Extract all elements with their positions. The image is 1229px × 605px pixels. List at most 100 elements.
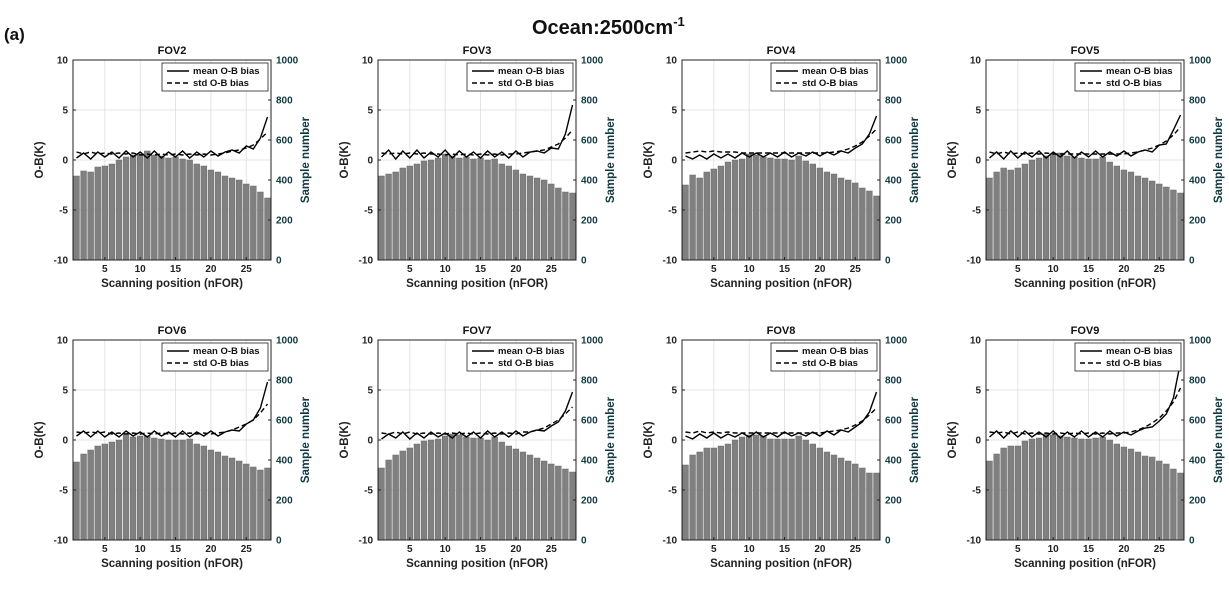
- bar-series: [378, 153, 576, 261]
- bar: [1064, 155, 1071, 261]
- legend-mean-label: mean O-B bias: [193, 66, 260, 77]
- bar: [1149, 180, 1156, 261]
- bar: [1028, 438, 1036, 541]
- bar: [1071, 437, 1078, 541]
- bar: [243, 183, 250, 261]
- bar: [413, 163, 421, 261]
- bar: [795, 155, 802, 261]
- bar: [80, 453, 87, 541]
- bar: [129, 436, 137, 541]
- x-axis-label: Scanning position (nFOR): [101, 558, 243, 570]
- bar: [179, 439, 186, 541]
- panel-title: FOV8: [767, 325, 796, 337]
- y-axis-label: O-B(K): [947, 421, 959, 458]
- bar: [406, 447, 413, 541]
- bar: [1021, 163, 1029, 261]
- bar: [1113, 443, 1120, 541]
- legend-mean-label: mean O-B bias: [802, 346, 869, 357]
- bar: [108, 441, 116, 541]
- y2-tick-label: 400: [1189, 176, 1206, 187]
- panel-title: FOV9: [1071, 325, 1100, 337]
- bar: [442, 435, 449, 541]
- bar: [264, 467, 271, 541]
- y-tick-label: 5: [62, 106, 68, 117]
- y2-tick-label: 600: [581, 136, 598, 147]
- bar: [172, 439, 179, 541]
- x-tick-label: 10: [440, 544, 452, 555]
- x-axis-label: Scanning position (nFOR): [710, 558, 852, 570]
- bar: [73, 461, 80, 541]
- bar: [463, 436, 470, 541]
- bar: [250, 185, 257, 261]
- legend-box: [466, 342, 574, 372]
- bar: [186, 438, 193, 541]
- x-tick-label: 15: [1083, 264, 1095, 275]
- bar: [137, 153, 144, 261]
- legend-std-label: std O-B bias: [802, 78, 858, 89]
- bar: [562, 468, 569, 541]
- y2-tick-label: 1000: [276, 56, 299, 67]
- y2-tick-label: 1000: [1189, 56, 1212, 67]
- legend-mean-label: mean O-B bias: [1106, 66, 1173, 77]
- bar: [1071, 156, 1078, 261]
- mean-line: [989, 361, 1182, 439]
- bar-series: [986, 433, 1184, 541]
- y-tick-label: 10: [970, 336, 982, 347]
- x-tick-label: 5: [1015, 544, 1021, 555]
- bar: [569, 471, 576, 541]
- bar: [774, 158, 781, 261]
- bar: [1177, 192, 1184, 261]
- bar: [710, 447, 717, 541]
- y-tick-label: 0: [367, 156, 373, 167]
- y2-tick-label: 200: [276, 496, 293, 507]
- y2-tick-label: 0: [581, 256, 587, 267]
- legend-std-label: std O-B bias: [193, 78, 249, 89]
- bar: [788, 159, 795, 261]
- bar: [144, 435, 151, 541]
- mean-line: [76, 116, 269, 160]
- bar: [385, 173, 392, 261]
- bar: [228, 457, 236, 541]
- bar: [1120, 446, 1128, 541]
- legend-std-label: std O-B bias: [1106, 358, 1162, 369]
- bar: [1057, 152, 1064, 261]
- bar: [533, 457, 541, 541]
- bar: [115, 439, 123, 541]
- y2-tick-label: 600: [885, 136, 902, 147]
- bar: [696, 177, 703, 261]
- y2-axis-label: Sample number: [909, 116, 921, 203]
- bar: [746, 153, 753, 261]
- bar: [767, 438, 774, 541]
- bar: [986, 460, 993, 541]
- legend-std-label: std O-B bias: [1106, 78, 1162, 89]
- x-tick-label: 25: [850, 264, 862, 275]
- bar: [1021, 440, 1029, 541]
- bar: [1141, 455, 1149, 541]
- x-tick-label: 10: [744, 544, 756, 555]
- legend-mean-label: mean O-B bias: [802, 66, 869, 77]
- chart-panel: 5 10 15 20 25 -10 -5 0 5 10 0 200 400 600 800 1000 FOV5 S…: [947, 45, 1225, 290]
- bar: [788, 438, 795, 541]
- legend-box: [161, 62, 269, 92]
- std-line: [76, 403, 269, 435]
- bar: [484, 159, 491, 261]
- y2-tick-label: 400: [1189, 456, 1206, 467]
- bar: [753, 154, 760, 261]
- bar: [115, 159, 123, 261]
- x-tick-label: 15: [779, 544, 791, 555]
- x-tick-label: 25: [546, 544, 558, 555]
- y-axis-label: O-B(K): [643, 141, 655, 178]
- bar: [802, 160, 809, 261]
- y2-tick-label: 600: [1189, 416, 1206, 427]
- panel-title: FOV4: [767, 45, 797, 57]
- bar: [541, 179, 548, 261]
- y2-tick-label: 800: [276, 376, 293, 387]
- y-tick-label: 10: [57, 336, 69, 347]
- y2-tick-label: 200: [581, 216, 598, 227]
- bar: [1035, 437, 1043, 541]
- y2-tick-label: 400: [276, 176, 293, 187]
- y-axis-label: O-B(K): [339, 141, 351, 178]
- bar: [214, 451, 222, 541]
